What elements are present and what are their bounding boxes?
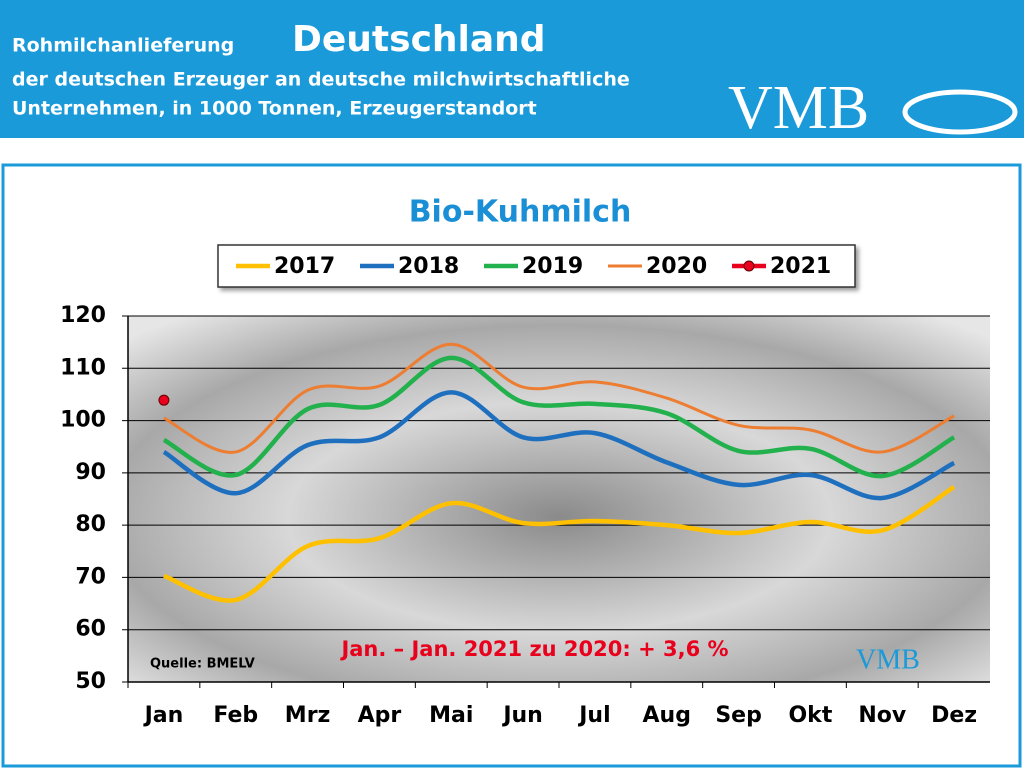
y-tick-label: 90 [75, 460, 106, 485]
legend-label: 2021 [770, 254, 831, 279]
y-tick-label: 110 [60, 355, 106, 380]
data-point [158, 394, 170, 406]
x-tick-label: Feb [213, 703, 258, 728]
source: Quelle: BMELV [150, 657, 255, 672]
logo: VMB [728, 74, 869, 142]
chart-title: Bio-Kuhmilch [409, 195, 632, 230]
x-tick-label: Aug [643, 703, 691, 728]
x-tick-label: Sep [715, 703, 762, 728]
series-line [162, 355, 956, 479]
header-band [0, 0, 1024, 138]
x-tick-label: Apr [358, 703, 402, 728]
series-line [163, 342, 955, 454]
legend-label: 2018 [398, 254, 459, 279]
legend-label: 2020 [646, 254, 707, 279]
header-line: Rohmilchanlieferung [12, 35, 234, 57]
y-tick-label: 100 [60, 408, 106, 433]
x-tick-label: Mrz [285, 703, 331, 728]
y-tick-label: 70 [75, 564, 106, 589]
series-line [163, 485, 956, 603]
header-line: der deutschen Erzeuger an deutsche milch… [12, 69, 630, 91]
x-tick-label: Jan [143, 703, 184, 728]
series-line [162, 390, 956, 501]
legend-label: 2019 [522, 254, 583, 279]
plot-area [128, 316, 990, 682]
annotation: Jan. – Jan. 2021 zu 2020: + 3,6 % [339, 637, 728, 661]
watermark-logo: VMB [856, 644, 920, 675]
y-tick-label: 60 [75, 617, 106, 642]
x-tick-label: Jul [577, 703, 610, 728]
x-tick-label: Mai [429, 703, 473, 728]
x-tick-label: Nov [858, 703, 907, 728]
legend-label: 2017 [274, 254, 335, 279]
y-tick-label: 50 [75, 669, 106, 694]
x-tick-label: Jun [501, 703, 543, 728]
x-tick-label: Dez [931, 703, 977, 728]
y-tick-label: 80 [75, 512, 106, 537]
x-tick-label: Okt [788, 703, 832, 728]
y-tick-label: 120 [60, 303, 106, 328]
header-title: Deutschland [292, 19, 546, 60]
logo-swirl [902, 89, 1018, 135]
header-line: Unternehmen, in 1000 Tonnen, Erzeugersta… [12, 98, 537, 120]
legend-marker [743, 260, 755, 272]
